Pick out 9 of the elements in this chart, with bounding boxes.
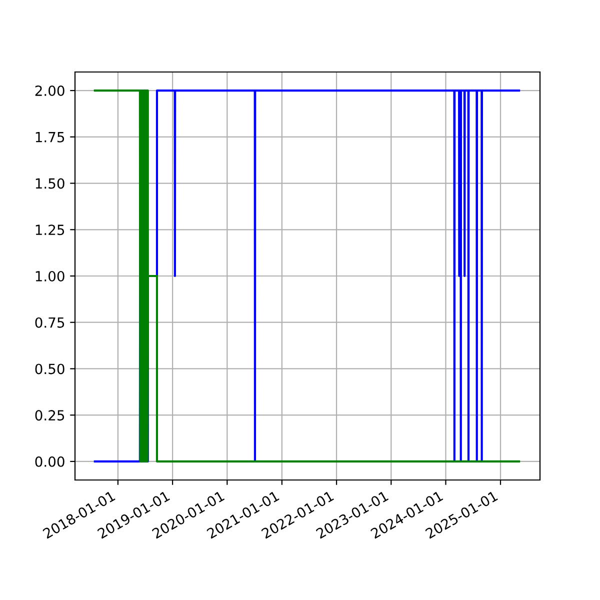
y-tick-label: 2.00: [35, 86, 64, 96]
y-tick-label: 0.25: [35, 410, 64, 421]
y-tick-label: 0.75: [35, 317, 64, 328]
y-tick-label: 0.00: [35, 456, 64, 467]
y-tick-label: 1.00: [36, 270, 64, 282]
y-tick-label: 1.75: [36, 132, 64, 142]
y-tick-label: 1.50: [36, 178, 64, 189]
y-tick-label: 0.50: [35, 364, 64, 374]
y-tick-label: 1.25: [36, 224, 64, 236]
